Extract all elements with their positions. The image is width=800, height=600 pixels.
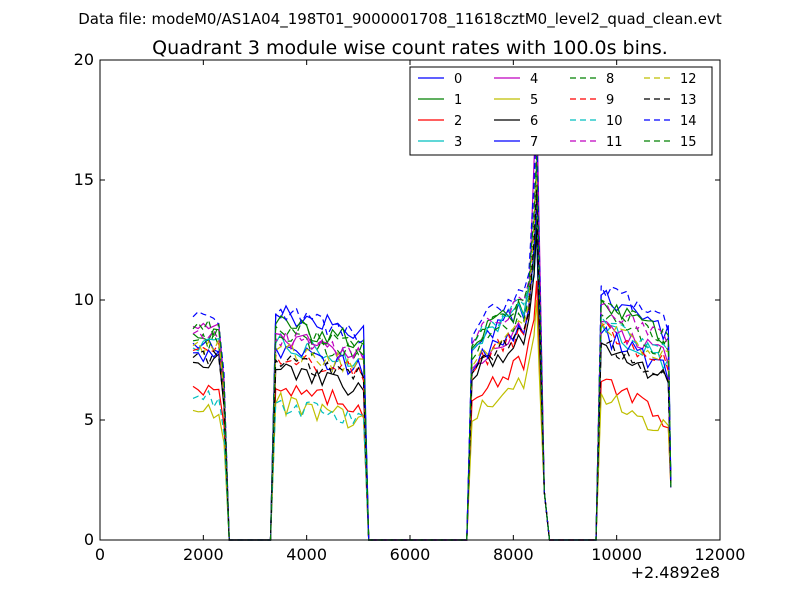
legend-label-13: 13 (680, 93, 697, 108)
series-line-2 (192, 280, 672, 541)
legend-box (409, 66, 713, 156)
chart-supertitle: Data file: modeM0/AS1A04_198T01_90000017… (78, 10, 722, 29)
y-tick-label: 0 (84, 530, 94, 549)
series-line-4 (192, 95, 672, 541)
series-line-9 (192, 184, 672, 541)
legend-label-7: 7 (530, 135, 538, 150)
legend-label-0: 0 (454, 72, 462, 87)
y-tick-label: 15 (74, 170, 94, 189)
x-tick-label: 8000 (493, 545, 534, 564)
legend-label-2: 2 (454, 114, 462, 129)
chart-title: Quadrant 3 module wise count rates with … (152, 37, 668, 59)
series-line-10 (192, 151, 672, 541)
x-tick-label: 4000 (286, 545, 327, 564)
x-tick-label: 0 (95, 545, 105, 564)
x-tick-label: 12000 (695, 545, 746, 564)
legend-label-14: 14 (680, 114, 697, 129)
y-tick-label: 5 (84, 410, 94, 429)
legend-label-4: 4 (530, 72, 538, 87)
x-tick-label: 6000 (390, 545, 431, 564)
legend-label-11: 11 (606, 135, 623, 150)
series-line-14 (192, 117, 672, 541)
legend-label-8: 8 (606, 72, 614, 87)
x-tick-label: 2000 (183, 545, 224, 564)
series-line-5 (192, 299, 672, 541)
series-line-13 (192, 189, 672, 541)
series-line-0 (192, 230, 672, 541)
legend-label-9: 9 (606, 93, 614, 108)
legend-label-5: 5 (530, 93, 538, 108)
series-line-6 (192, 227, 672, 541)
legend-label-15: 15 (680, 135, 697, 150)
series-line-12 (192, 175, 672, 541)
legend-label-6: 6 (530, 114, 538, 129)
series-line-1 (192, 215, 672, 541)
legend-label-12: 12 (680, 72, 697, 87)
y-tick-label: 20 (74, 50, 94, 69)
series-layer (192, 95, 672, 541)
series-line-8 (192, 165, 672, 541)
legend-label-10: 10 (606, 114, 623, 129)
series-line-11 (192, 129, 672, 541)
series-line-7 (192, 196, 672, 541)
x-offset-label: +2.4892e8 (631, 563, 720, 582)
x-tick-label: 10000 (591, 545, 642, 564)
y-tick-label: 10 (74, 290, 94, 309)
legend-label-3: 3 (454, 135, 462, 150)
series-line-15 (192, 155, 672, 541)
legend-label-1: 1 (454, 93, 462, 108)
